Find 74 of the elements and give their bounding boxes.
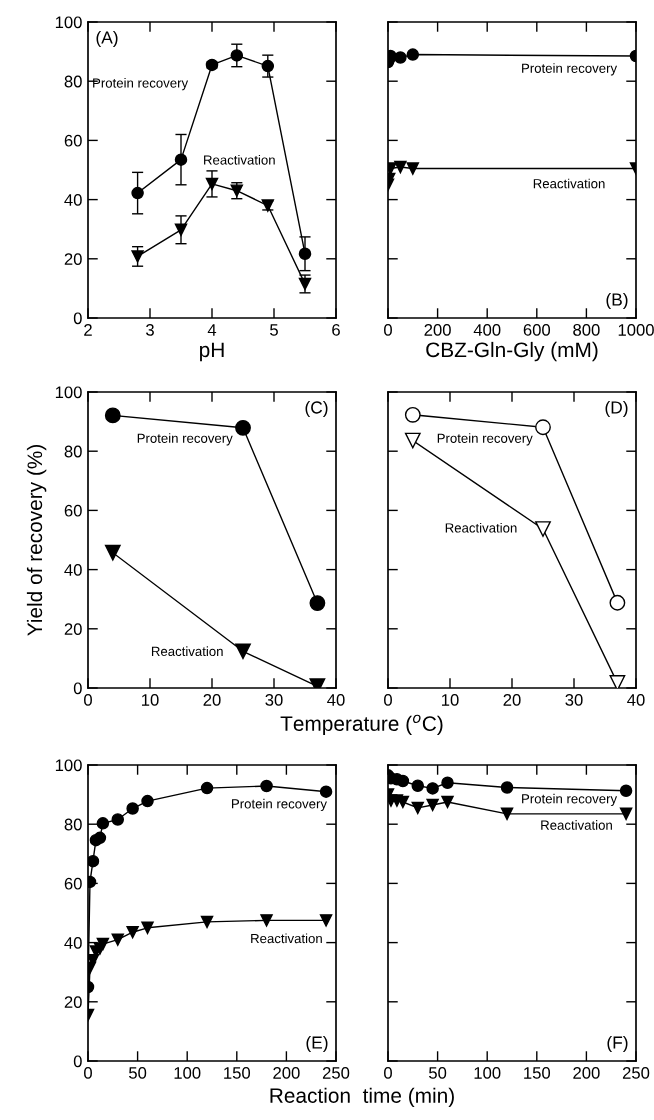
x-tick-label: 40 bbox=[327, 694, 345, 706]
series-label: Protein recovery bbox=[137, 433, 233, 446]
y-tick-label: 20 bbox=[64, 623, 82, 635]
series-label: Protein recovery bbox=[232, 798, 327, 812]
x-tick-label: 150 bbox=[524, 1067, 551, 1079]
series-label: Protein recovery bbox=[522, 63, 618, 76]
x-tick-label: 3 bbox=[146, 324, 154, 336]
x-tick-label: 0 bbox=[84, 694, 92, 706]
legend-label: Reactivation bbox=[251, 933, 322, 944]
y-tick-label: 60 bbox=[64, 134, 82, 147]
annotation: (F) bbox=[607, 1035, 628, 1053]
y-tick-label: 60 bbox=[64, 504, 82, 517]
x-tick-label: 6 bbox=[332, 324, 340, 336]
y-tick-label: 20 bbox=[64, 253, 82, 265]
x-tick-label: 0 bbox=[384, 694, 392, 706]
y-tick-label: 40 bbox=[64, 564, 82, 576]
series-label: Reactivation bbox=[445, 522, 517, 533]
annotation: (C) bbox=[305, 400, 328, 418]
y-tick-label: 0 bbox=[73, 682, 82, 695]
x-tick-label: 40 bbox=[627, 694, 645, 706]
y-axis-title: Yield of recovery (%) bbox=[26, 445, 47, 636]
x-tick-label: 1000 bbox=[618, 324, 654, 336]
x-tick-label: 30 bbox=[565, 694, 583, 706]
x-tick-label: 200 bbox=[273, 1067, 300, 1079]
y-tick-label: 80 bbox=[64, 75, 82, 88]
x-tick-label: 800 bbox=[573, 324, 600, 336]
x-axis-title: Reaction time (min) bbox=[270, 1087, 454, 1108]
series-label: Protein recovery bbox=[93, 78, 189, 91]
y-tick-label: 60 bbox=[64, 877, 82, 890]
x-axis-title: Temperature ($^{o}$C) bbox=[280, 714, 443, 736]
x-tick-label: 100 bbox=[174, 1067, 201, 1079]
x-tick-label: 10 bbox=[142, 694, 159, 706]
x-tick-label: 600 bbox=[523, 324, 551, 336]
x-axis-title: pH bbox=[200, 342, 224, 362]
series-label: Reactivation bbox=[151, 646, 223, 657]
y-tick-label: 100 bbox=[55, 759, 82, 772]
series-label: Protein recovery bbox=[522, 793, 618, 807]
series-label: Reactivation bbox=[533, 178, 605, 189]
y-tick-label: 0 bbox=[73, 1055, 82, 1068]
x-tick-label: 50 bbox=[429, 1067, 447, 1079]
y-tick-label: 100 bbox=[55, 16, 82, 29]
x-tick-label: 20 bbox=[503, 694, 521, 706]
series-label: Reactivation bbox=[204, 154, 275, 165]
x-tick-label: 250 bbox=[322, 1067, 350, 1079]
x-tick-label: 50 bbox=[129, 1067, 147, 1079]
x-tick-label: 2 bbox=[84, 324, 92, 336]
x-tick-label: 5 bbox=[270, 324, 278, 336]
y-tick-label: 20 bbox=[64, 996, 82, 1008]
x-tick-label: 100 bbox=[474, 1067, 501, 1079]
x-tick-label: 4 bbox=[207, 324, 217, 336]
series-label: Protein recovery bbox=[437, 433, 533, 446]
y-tick-label: 40 bbox=[64, 937, 82, 949]
annotation: (A) bbox=[96, 30, 118, 48]
legend-label: Reactivation bbox=[541, 820, 612, 830]
x-tick-label: 200 bbox=[573, 1067, 600, 1079]
y-tick-label: 80 bbox=[64, 445, 82, 458]
annotation: (D) bbox=[605, 400, 628, 418]
x-tick-label: 0 bbox=[384, 1067, 392, 1079]
y-tick-label: 100 bbox=[55, 386, 82, 399]
annotation: (B) bbox=[606, 292, 628, 310]
x-tick-label: 0 bbox=[384, 324, 392, 336]
x-tick-label: 150 bbox=[224, 1067, 251, 1079]
x-tick-label: 0 bbox=[84, 1067, 92, 1079]
x-axis-title: CBZ-Gln-Gly (mM) bbox=[426, 341, 598, 362]
y-tick-label: 40 bbox=[64, 194, 82, 206]
x-tick-label: 10 bbox=[442, 694, 459, 706]
y-tick-label: 0 bbox=[73, 312, 82, 325]
y-tick-label: 80 bbox=[64, 818, 82, 831]
x-tick-label: 200 bbox=[424, 324, 451, 336]
x-tick-label: 250 bbox=[622, 1067, 650, 1079]
x-tick-label: 20 bbox=[203, 694, 221, 706]
annotation: (E) bbox=[306, 1035, 328, 1053]
x-tick-label: 30 bbox=[265, 694, 283, 706]
x-tick-label: 400 bbox=[473, 324, 501, 336]
